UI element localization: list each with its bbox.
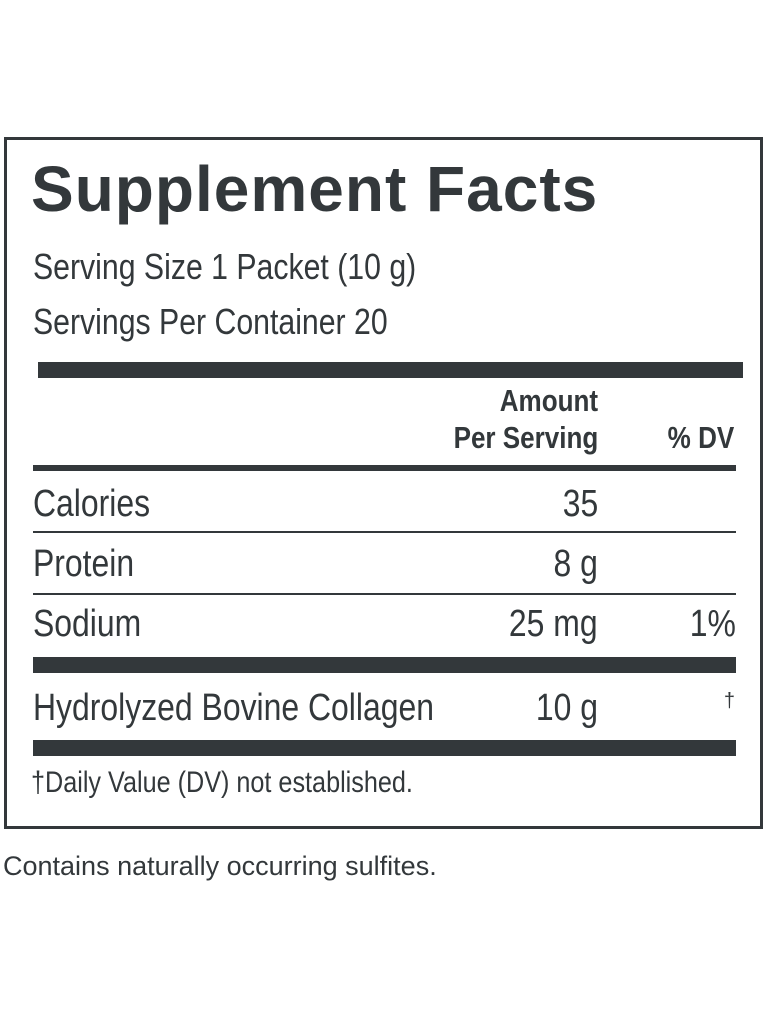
nutrient-dv-sodium: 1% [689,603,736,645]
thick-divider [33,740,736,756]
panel-title: Supplement Facts [31,153,599,225]
nutrient-amount-protein: 8 g [553,543,598,585]
nutrient-name-calories: Calories [33,483,151,525]
servings-per-container: Servings Per Container 20 [33,301,388,342]
thick-divider [38,362,743,378]
header-divider [33,465,736,471]
nutrient-amount-sodium: 25 mg [509,603,598,645]
row-divider [33,593,736,595]
nutrient-amount-collagen: 10 g [535,687,598,729]
nutrient-dv-collagen: † [723,690,735,712]
sulfites-note: Contains naturally occurring sulfites. [3,851,437,881]
serving-size: Serving Size 1 Packet (10 g) [33,246,417,287]
thick-divider [33,657,736,673]
amount-per-serving-header: Amount Per Serving [453,383,598,455]
supplement-facts-panel [4,137,763,829]
nutrient-name-sodium: Sodium [33,603,142,645]
dv-header: % DV [667,420,734,455]
row-divider [33,531,736,533]
nutrient-name-protein: Protein [33,543,135,585]
footnote: †Daily Value (DV) not established. [31,766,413,799]
nutrient-amount-calories: 35 [562,483,598,525]
nutrient-name-collagen: Hydrolyzed Bovine Collagen [33,687,434,729]
